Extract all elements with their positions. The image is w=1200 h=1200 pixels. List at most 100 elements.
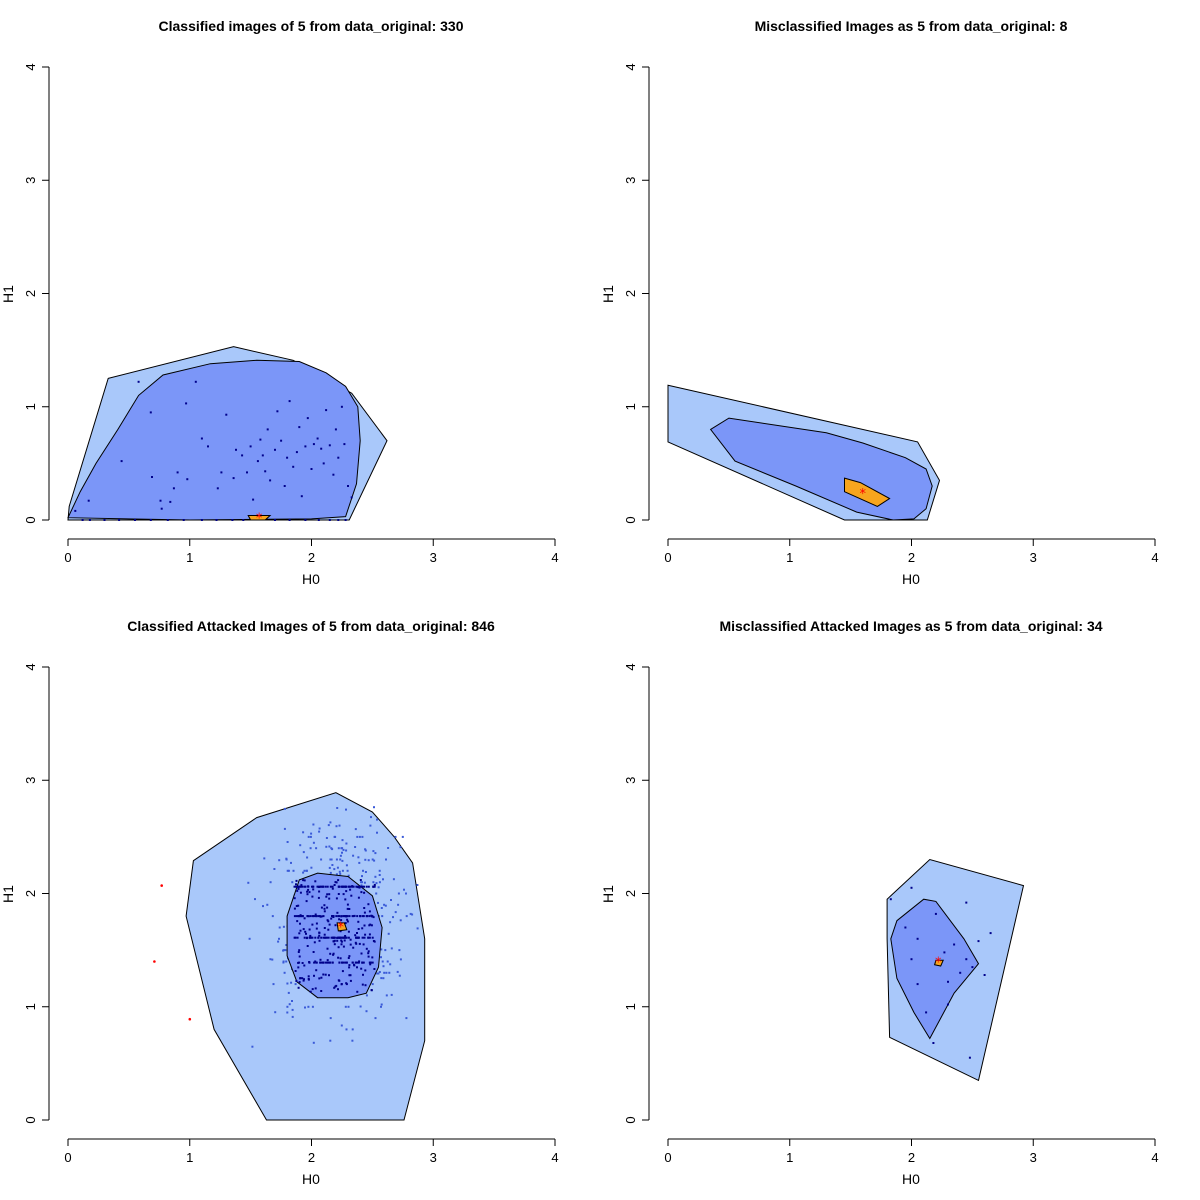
data-point: [346, 918, 349, 921]
data-point: [349, 888, 352, 891]
data-point: [304, 519, 307, 521]
data-point: [356, 990, 359, 993]
data-point: [357, 928, 360, 930]
data-point: [347, 957, 350, 959]
data-point: [329, 858, 332, 861]
x-tick-label: 0: [664, 1150, 671, 1165]
data-point: [303, 885, 306, 888]
data-point: [306, 945, 309, 947]
data-point: [295, 879, 298, 882]
data-point: [338, 824, 341, 827]
data-point: [345, 842, 348, 845]
data-point: [328, 519, 331, 521]
center-region: [336, 922, 348, 932]
data-point: [354, 846, 357, 848]
data-point: [361, 961, 364, 964]
data-point: [312, 841, 315, 844]
data-point: [149, 519, 152, 521]
x-tick-label: 4: [551, 1150, 558, 1165]
data-point: [357, 936, 359, 939]
data-point: [328, 845, 331, 848]
data-point: [333, 986, 336, 989]
data-point: [361, 927, 364, 930]
data-point: [297, 904, 300, 907]
data-point: [149, 411, 152, 414]
data-point: [339, 936, 341, 939]
data-point: [344, 1005, 347, 1008]
data-point: [342, 915, 345, 918]
data-point: [324, 936, 326, 939]
data-point: [344, 519, 347, 521]
data-point: [297, 961, 300, 964]
data-point: [377, 972, 380, 975]
data-point: [360, 967, 363, 970]
data-point: [336, 911, 339, 914]
data-point: [300, 884, 303, 887]
y-tick-label: 1: [623, 1003, 638, 1010]
data-point: [322, 915, 325, 918]
data-point: [290, 861, 292, 864]
data-point: [277, 940, 280, 943]
data-point: [331, 885, 334, 888]
data-point: [216, 487, 219, 490]
panel-classified-attacked-images: Classified Attacked Images of 5 from dat…: [0, 618, 559, 1187]
data-point: [318, 939, 321, 942]
data-point: [311, 936, 314, 939]
data-point: [307, 915, 310, 918]
data-point: [367, 885, 370, 888]
data-point: [311, 988, 314, 991]
data-point: [380, 956, 382, 959]
data-point: [298, 949, 301, 952]
data-point: [252, 498, 255, 501]
data-point: [365, 947, 368, 950]
data-point: [295, 883, 297, 886]
data-point: [340, 1024, 343, 1027]
data-point: [968, 1056, 971, 1059]
data-point: [977, 940, 980, 943]
data-point: [166, 519, 169, 521]
data-point: [345, 864, 348, 867]
data-point: [965, 901, 968, 904]
panel-title: Misclassified Attacked Images as 5 from …: [719, 618, 1102, 634]
outlier-point: [160, 884, 163, 887]
y-axis-label: H1: [600, 885, 616, 903]
median-marker: *: [256, 512, 263, 527]
data-point: [307, 888, 310, 891]
data-point: [261, 454, 264, 457]
data-point: [910, 886, 913, 889]
data-point: [367, 952, 370, 955]
data-point: [262, 905, 264, 908]
data-point: [360, 952, 363, 955]
data-point: [309, 847, 312, 850]
data-point: [81, 519, 84, 521]
data-point: [372, 850, 375, 853]
data-point: [298, 426, 301, 429]
data-point: [302, 871, 305, 874]
data-point: [329, 1039, 332, 1042]
x-axis-label: H0: [302, 1171, 320, 1187]
data-point: [291, 1015, 294, 1018]
data-point: [374, 1017, 377, 1020]
data-point: [346, 869, 349, 872]
data-point: [385, 971, 388, 974]
data-point: [327, 936, 330, 939]
data-point: [194, 380, 197, 383]
data-point: [328, 961, 331, 964]
data-point: [385, 994, 388, 997]
data-point: [310, 936, 313, 939]
data-point: [332, 940, 335, 943]
data-point: [325, 845, 328, 848]
data-point: [316, 437, 319, 440]
data-point: [331, 915, 333, 918]
data-point: [317, 896, 320, 899]
data-point: [376, 818, 378, 821]
data-point: [386, 960, 389, 963]
data-point: [381, 960, 384, 963]
data-point: [286, 1005, 289, 1008]
data-point: [904, 926, 907, 929]
data-point: [364, 984, 367, 987]
data-point: [323, 907, 326, 910]
data-point: [322, 462, 325, 465]
data-point: [350, 496, 353, 499]
data-point: [411, 913, 414, 916]
